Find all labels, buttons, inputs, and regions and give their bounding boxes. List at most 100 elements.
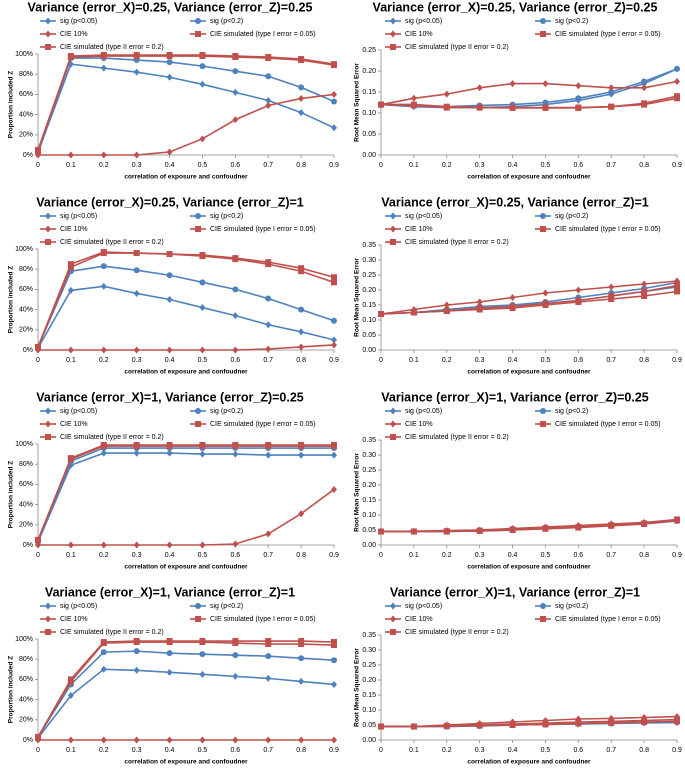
legend-label: CIE simulated (type I error = 0.05): [555, 616, 661, 623]
legend-label: CIE simulated (type I error = 0.05): [555, 421, 661, 428]
legend-label: sig (p<0.05): [405, 18, 442, 25]
x-tick-label: 0.6: [573, 552, 583, 559]
series-line: [37, 650, 335, 738]
legend-label: CIE simulated (type II error = 0.2): [60, 239, 164, 246]
legend-label: CIE simulated (type I error = 0.05): [555, 31, 661, 38]
y-tick-label: 0.20: [362, 68, 376, 75]
x-tick-label: 0.5: [198, 552, 208, 559]
marker: [608, 103, 615, 110]
marker: [166, 650, 173, 657]
marker: [298, 94, 305, 102]
marker: [674, 517, 680, 524]
series-line: [37, 447, 334, 543]
marker: [45, 615, 51, 623]
marker: [67, 151, 74, 159]
series-line: [37, 285, 335, 349]
legend-label: CIE simulated (type II error = 0.2): [60, 44, 164, 51]
x-axis-title: correlation of exposure and confoudner: [467, 174, 591, 181]
marker: [195, 421, 201, 427]
marker: [100, 649, 107, 656]
x-tick-label: 0.2: [99, 552, 109, 559]
legend-label: sig (p<0.05): [60, 213, 97, 220]
legend-label: sig (p<0.2): [555, 603, 588, 610]
x-axis-title: correlation of exposure and confoudner: [124, 564, 248, 571]
x-tick-label: 0.4: [165, 747, 175, 754]
marker: [45, 212, 51, 220]
x-tick-label: 0.3: [475, 357, 485, 364]
series-line: [37, 265, 335, 348]
marker: [67, 54, 74, 61]
marker: [390, 602, 396, 610]
y-tick-label: 40%: [19, 501, 33, 508]
legend-label: sig (p<0.2): [555, 408, 588, 415]
marker: [298, 109, 305, 117]
series-line: [37, 54, 335, 151]
marker: [199, 450, 206, 458]
legend-label: CIE simulated (type I error = 0.05): [210, 226, 316, 233]
x-tick-label: 0.8: [639, 552, 649, 559]
y-tick-label: 60%: [19, 286, 33, 293]
x-tick-label: 0.5: [198, 357, 208, 364]
y-tick-label: 0.20: [362, 287, 376, 294]
y-tick-label: 0.25: [362, 662, 376, 669]
legend-label: sig (p<0.2): [210, 603, 243, 610]
marker: [641, 280, 648, 288]
marker: [331, 62, 337, 69]
marker: [298, 655, 305, 662]
legend-label: sig (p<0.2): [210, 213, 243, 220]
marker: [298, 306, 305, 313]
x-tick-label: 0.7: [263, 747, 273, 754]
marker: [331, 279, 337, 286]
marker: [195, 226, 201, 232]
marker: [232, 256, 239, 263]
marker: [443, 723, 450, 730]
legend-label: CIE 10%: [60, 616, 88, 623]
y-tick-label: 0.30: [362, 257, 376, 264]
legend-label: CIE simulated (type I error = 0.05): [210, 31, 316, 38]
x-tick-label: 0.7: [263, 552, 273, 559]
marker: [390, 629, 396, 635]
marker: [575, 82, 582, 90]
x-axis-title: correlation of exposure and confoudner: [467, 369, 591, 376]
series-line: [37, 668, 335, 739]
marker: [100, 736, 107, 744]
x-tick-label: 0.8: [296, 747, 306, 754]
marker: [232, 652, 239, 659]
marker: [199, 443, 206, 450]
x-tick-label: 0.2: [99, 747, 109, 754]
marker: [133, 648, 140, 655]
marker: [232, 88, 239, 96]
legend-label: CIE 10%: [60, 421, 88, 428]
marker: [331, 443, 337, 450]
x-tick-label: 0.2: [99, 357, 109, 364]
x-tick-label: 0: [36, 552, 40, 559]
marker: [100, 640, 107, 647]
marker: [641, 288, 648, 295]
marker: [674, 65, 680, 72]
marker: [540, 603, 546, 609]
legend-label: CIE simulated (type II error = 0.2): [60, 434, 164, 441]
marker: [674, 718, 680, 725]
marker: [443, 308, 450, 314]
y-tick-label: 0.35: [362, 632, 376, 639]
marker: [331, 274, 337, 281]
marker: [378, 101, 384, 108]
marker: [199, 346, 206, 354]
x-tick-label: 0.9: [329, 162, 339, 169]
marker: [232, 346, 239, 354]
y-tick-label: 0.15: [362, 692, 376, 699]
x-tick-label: 0.4: [165, 162, 175, 169]
y-tick-label: 0.10: [362, 707, 376, 714]
marker: [133, 346, 140, 354]
chart-title: Variance (error_X)=0.25, Variance (error…: [373, 0, 658, 14]
series-line: [38, 488, 335, 546]
x-tick-label: 0: [36, 747, 40, 754]
marker: [166, 53, 173, 60]
x-tick-label: 0.9: [329, 747, 339, 754]
x-tick-label: 0.6: [573, 162, 583, 169]
marker: [608, 296, 615, 302]
marker: [199, 80, 206, 88]
chart-title: Variance (error_X)=0.25, Variance (error…: [36, 195, 304, 209]
marker: [331, 657, 337, 664]
x-tick-label: 0.6: [230, 552, 240, 559]
